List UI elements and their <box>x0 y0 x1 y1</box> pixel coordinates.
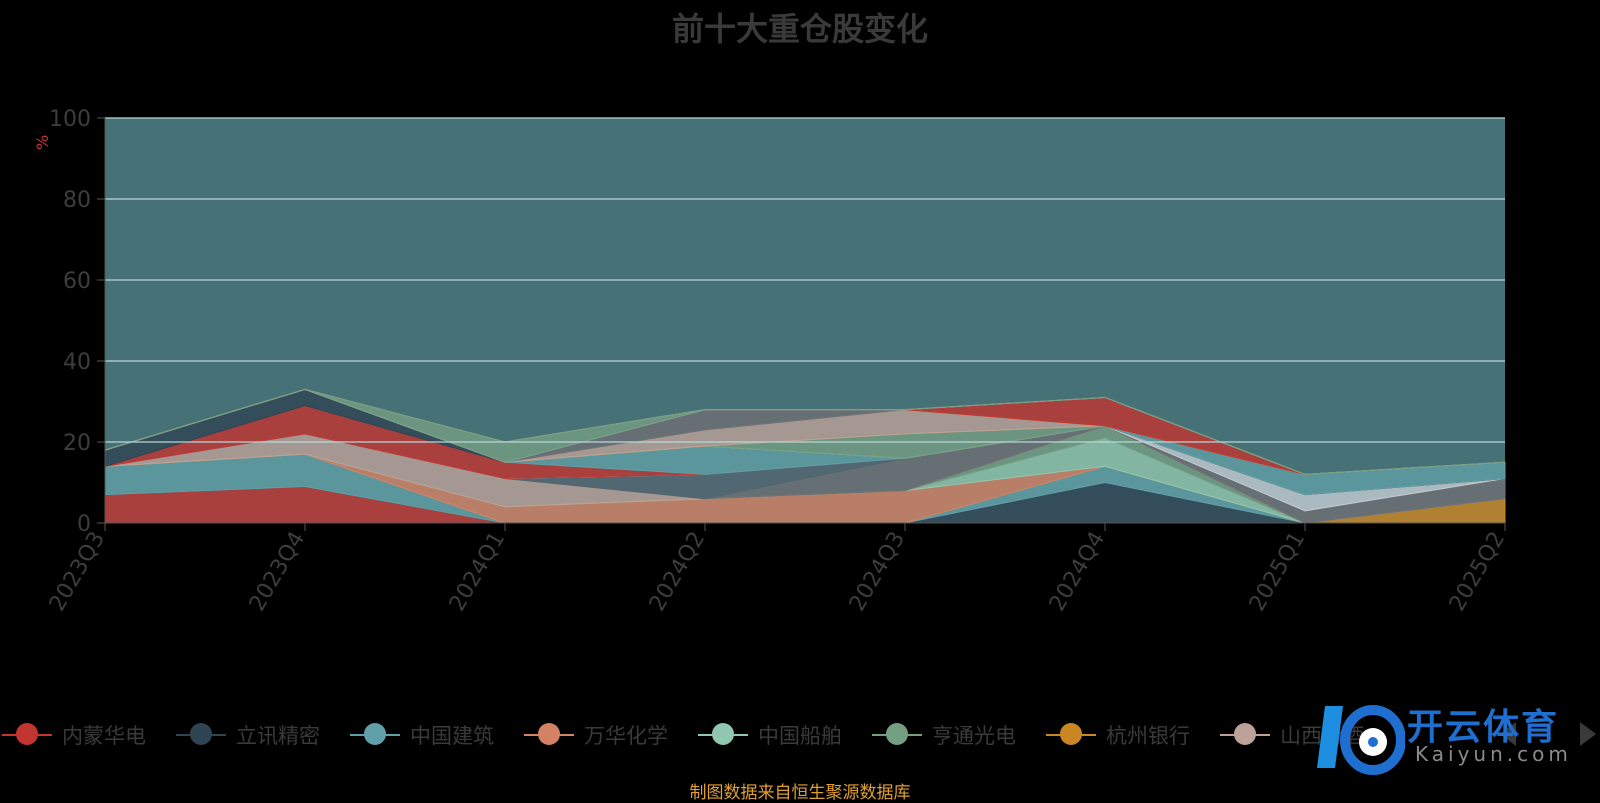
y-tick-label: 20 <box>63 431 91 456</box>
x-tick-label: 2024Q3 <box>845 528 910 616</box>
legend: 内蒙华电立讯精密中国建筑万华化学中国船舶亨通光电杭州银行山西汾酒 <box>0 718 1600 752</box>
legend-marker-icon <box>1220 723 1270 745</box>
legend-prev-arrow-icon[interactable] <box>1500 722 1516 746</box>
legend-marker-icon <box>176 723 226 745</box>
legend-label: 亨通光电 <box>932 724 1016 748</box>
legend-item[interactable]: 内蒙华电 <box>2 718 146 752</box>
legend-marker-icon <box>1046 723 1096 745</box>
y-tick-label: 0 <box>77 512 91 537</box>
legend-item[interactable]: 中国建筑 <box>350 718 494 752</box>
y-axis-unit: % <box>33 134 52 150</box>
legend-item[interactable]: 立讯精密 <box>176 718 320 752</box>
x-tick-label: 2025Q2 <box>1445 528 1510 616</box>
legend-item[interactable]: 中国船舶 <box>698 718 842 752</box>
data-source-note: 制图数据来自恒生聚源数据库 <box>689 783 911 803</box>
y-tick-label: 40 <box>63 350 91 375</box>
watermark-subtext: Kaiyun.com <box>1415 742 1572 766</box>
legend-label: 中国建筑 <box>410 724 494 748</box>
watermark: 开云体育 Kaiyun.com <box>1315 698 1575 780</box>
legend-item[interactable]: 万华化学 <box>524 718 668 752</box>
legend-label: 内蒙华电 <box>62 724 146 748</box>
watermark-logo-icon <box>1317 705 1405 775</box>
area-series-29 <box>104 388 1506 475</box>
legend-label: 中国船舶 <box>758 724 842 748</box>
legend-item[interactable]: 亨通光电 <box>872 718 1016 752</box>
y-tick-label: 80 <box>63 188 91 213</box>
legend-marker-icon <box>2 723 52 745</box>
legend-label: 立讯精密 <box>236 724 320 748</box>
legend-next-arrow-icon[interactable] <box>1580 722 1596 746</box>
legend-marker-icon <box>524 723 574 745</box>
legend-marker-icon <box>872 723 922 745</box>
x-tick-label: 2025Q1 <box>1245 528 1310 616</box>
legend-item[interactable]: 杭州银行 <box>1046 718 1190 752</box>
legend-marker-icon <box>698 723 748 745</box>
chart-title: 前十大重仓股变化 <box>671 10 928 48</box>
x-tick-label: 2024Q1 <box>445 528 510 616</box>
x-tick-label: 2024Q4 <box>1045 528 1110 616</box>
x-tick-label: 2023Q3 <box>45 528 110 616</box>
legend-label: 杭州银行 <box>1106 724 1190 748</box>
y-tick-label: 100 <box>49 107 91 132</box>
legend-marker-icon <box>350 723 400 745</box>
x-tick-label: 2023Q4 <box>245 528 310 616</box>
y-tick-label: 60 <box>63 269 91 294</box>
legend-label: 万华化学 <box>584 724 668 748</box>
watermark-text: 开云体育 <box>1407 707 1560 748</box>
x-tick-label: 2024Q2 <box>645 528 710 616</box>
